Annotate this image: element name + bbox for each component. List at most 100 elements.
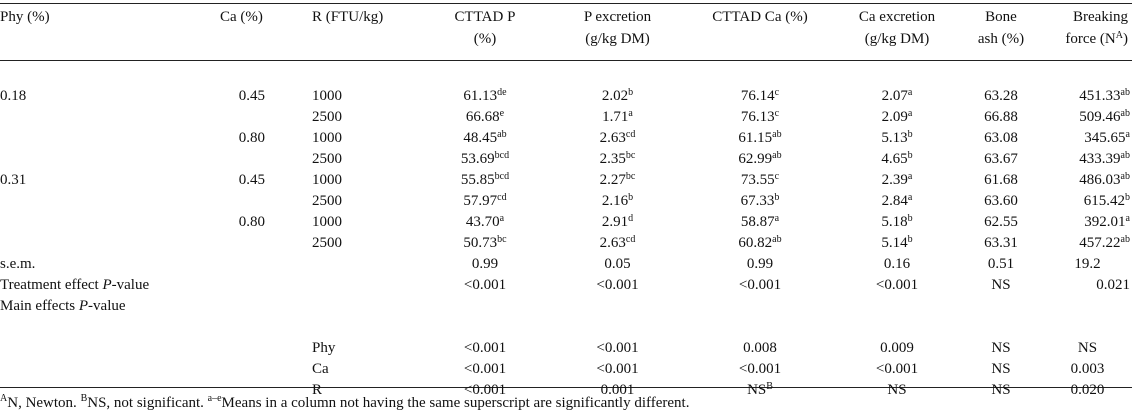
cell-p-excretion-value: 2.63	[599, 130, 626, 146]
cell-ca-excretion-value: 2.07	[881, 88, 908, 104]
cell-r: 1000	[310, 128, 420, 149]
effect-p-excretion: 0.001	[550, 380, 685, 401]
cell-bone-ash: 63.67	[959, 149, 1043, 170]
cell-r: 2500	[310, 149, 420, 170]
cell-breaking-force-superscript: ab	[1120, 108, 1130, 119]
cell-cttad-ca-superscript: b	[774, 192, 780, 203]
cell-r-value: 2500	[312, 151, 342, 167]
effect-cttad-p-value: <0.001	[463, 361, 507, 377]
spacer-cell	[1043, 317, 1132, 338]
table-row: 0.31 0.45 1000 55.85bcd 2.27bc 73.55c 2.39a 61.…	[0, 170, 1132, 191]
cell-p-excretion-value: 2.02	[601, 88, 629, 104]
spacer-cell	[200, 317, 310, 338]
cell-bone-ash: 63.60	[959, 191, 1043, 212]
header-phy: Phy (%)	[0, 9, 50, 25]
cell-phy	[0, 128, 200, 149]
cell-ca-value: 0.45	[238, 172, 265, 188]
empty-cell	[420, 296, 550, 317]
sem-breaking-force: 19.2	[1043, 254, 1132, 275]
effect-cttad-p-value: <0.001	[463, 340, 507, 356]
effect-bone-ash: NS	[959, 359, 1043, 380]
cell-cttad-ca: 61.15ab	[685, 128, 835, 149]
effect-cttad-ca-value: 0.008	[743, 340, 777, 356]
cell-r-value: 1000	[312, 130, 342, 146]
cell-breaking-force-value: 615.42	[1083, 193, 1125, 209]
treatment-label: Treatment effect P-value	[0, 275, 420, 296]
cell-cttad-p: 57.97cd	[420, 191, 550, 212]
cell-bone-ash-value: 63.67	[984, 151, 1018, 167]
treatment-cttad-ca-value: <0.001	[738, 277, 782, 293]
cell-r: 1000	[310, 86, 420, 107]
cell-breaking-force-value: 457.22	[1079, 235, 1121, 251]
cell-breaking-force-superscript: ab	[1120, 150, 1130, 161]
cell-cttad-p-superscript: bcd	[494, 171, 510, 182]
spacer-row	[0, 317, 1132, 338]
sem-row: s.e.m. 0.99 0.05 0.99 0.16 0.51 19.2	[0, 254, 1132, 275]
spacer-cell	[685, 65, 835, 86]
cell-ca-excretion: 2.07a	[835, 86, 959, 107]
cell-ca-excretion: 2.84a	[835, 191, 959, 212]
cell-cttad-p-value: 50.73	[463, 235, 498, 251]
header-cttad-p: CTTAD P (%)	[454, 9, 516, 47]
effect-cttad-ca-value: <0.001	[738, 361, 782, 377]
cell-ca-excretion: 2.39a	[835, 170, 959, 191]
treatment-p-excretion: <0.001	[550, 275, 685, 296]
cell-bone-ash: 62.55	[959, 212, 1043, 233]
cell-r: 2500	[310, 107, 420, 128]
treatment-bone-ash-value: NS	[991, 277, 1011, 293]
empty-cell	[835, 296, 959, 317]
effect-row: Ca <0.001 <0.001 <0.001 <0.001 NS 0.003	[0, 359, 1132, 380]
cell-r-value: 1000	[312, 172, 342, 188]
effect-name-value: Ca	[312, 361, 329, 377]
spacer-cell	[0, 65, 200, 86]
header-r: R (FTU/kg)	[312, 9, 384, 25]
cell-ca-excretion: 2.09a	[835, 107, 959, 128]
cell-p-excretion: 1.71a	[550, 107, 685, 128]
cell-ca	[200, 191, 310, 212]
cell-cttad-ca: 60.82ab	[685, 233, 835, 254]
header-cttad-ca: CTTAD Ca (%)	[712, 9, 808, 25]
effect-name: R	[310, 380, 420, 401]
cell-p-excretion-superscript: cd	[625, 129, 636, 140]
cell-bone-ash-value: 63.08	[984, 130, 1018, 146]
cell-cttad-ca-value: 60.82	[738, 235, 773, 251]
cell-cttad-ca-value: 62.99	[738, 151, 773, 167]
cell-ca-excretion-value: 2.39	[881, 172, 908, 188]
cell-cttad-ca: 58.87a	[685, 212, 835, 233]
effect-ca-excretion: NS	[835, 380, 959, 401]
treatment-cttad-ca: <0.001	[685, 275, 835, 296]
cell-bone-ash-value: 63.31	[984, 235, 1018, 251]
treatment-row: Treatment effect P-value <0.001 <0.001 <0.0…	[0, 275, 1132, 296]
cell-p-excretion: 2.63cd	[550, 128, 685, 149]
empty-cell	[310, 254, 420, 275]
cell-breaking-force-value: 433.39	[1079, 151, 1121, 167]
treatment-ca-excretion-value: <0.001	[875, 277, 919, 293]
cell-breaking-force-superscript: ab	[1120, 87, 1130, 98]
cell-p-excretion: 2.35bc	[550, 149, 685, 170]
cell-breaking-force-value: 486.03	[1079, 172, 1121, 188]
cell-cttad-p-superscript: bcd	[494, 150, 510, 161]
effect-breaking-force: 0.020	[1043, 380, 1132, 401]
cell-p-excretion-superscript: b	[628, 87, 634, 98]
cell-cttad-ca: 76.14c	[685, 86, 835, 107]
cell-p-excretion: 2.02b	[550, 86, 685, 107]
cell-phy: 0.31	[0, 170, 200, 191]
sem-bone-ash-value: 0.51	[987, 256, 1015, 272]
cell-cttad-ca-value: 76.14	[740, 88, 775, 104]
effect-cttad-ca-superscript: B	[766, 381, 773, 392]
cell-ca: 0.45	[200, 170, 310, 191]
spacer-cell	[959, 317, 1043, 338]
spacer-cell	[200, 65, 310, 86]
main-effects-label: Main effects P-value	[0, 296, 420, 317]
cell-bone-ash-value: 63.60	[984, 193, 1018, 209]
effect-bone-ash-value: NS	[991, 340, 1011, 356]
effect-name: Ca	[310, 359, 420, 380]
sem-breaking-force-value: 19.2	[1074, 256, 1101, 272]
cell-phy	[0, 149, 200, 170]
cell-p-excretion-value: 2.16	[601, 193, 629, 209]
cell-cttad-p-value: 53.69	[460, 151, 495, 167]
cell-p-excretion-superscript: a	[628, 108, 633, 119]
cell-cttad-ca-superscript: c	[774, 171, 780, 182]
cell-breaking-force-superscript: ab	[1120, 234, 1130, 245]
spacer-cell	[420, 65, 550, 86]
